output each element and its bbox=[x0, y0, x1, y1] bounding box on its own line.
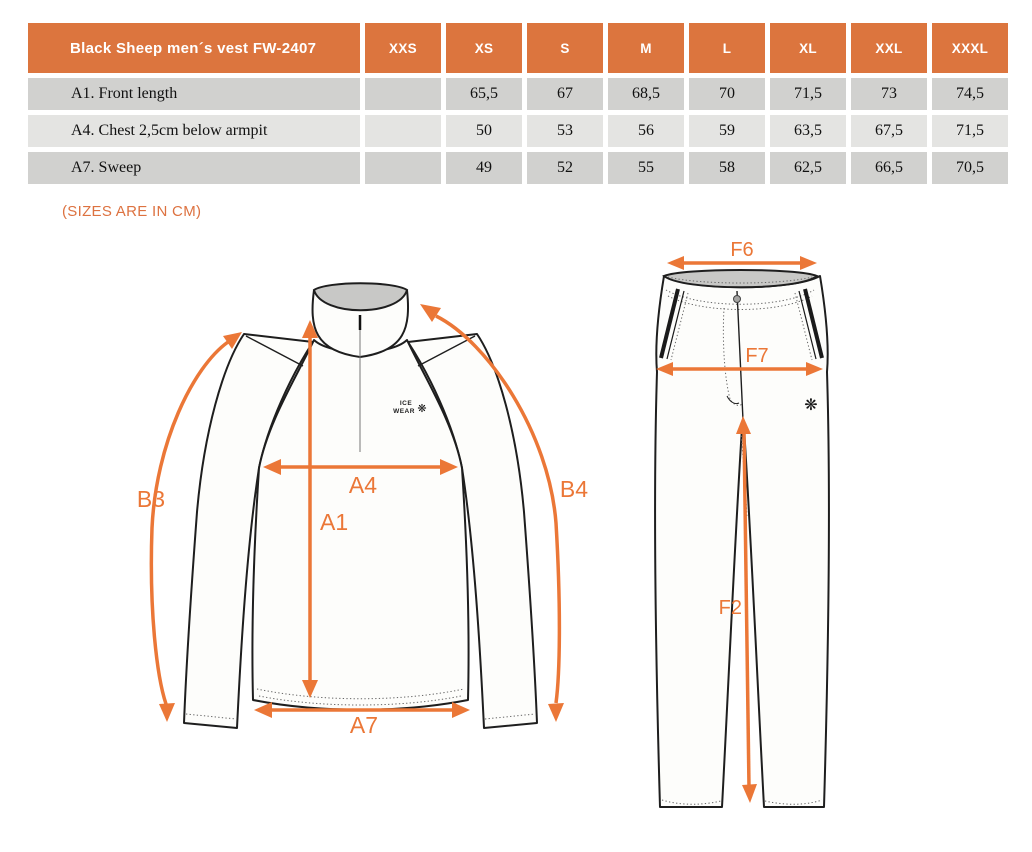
cuff-stitching-left bbox=[185, 713, 237, 720]
measurement-label-f6: F6 bbox=[730, 239, 753, 261]
fly-hook bbox=[726, 395, 740, 405]
measurement-arrow-f7 bbox=[656, 362, 823, 376]
measurement-arrow-b3 bbox=[149, 332, 242, 722]
waist-button bbox=[733, 295, 741, 303]
size-column-header-xxl: XXL bbox=[851, 23, 927, 73]
snowflake-icon: ❋ bbox=[417, 403, 426, 415]
pocket-right bbox=[794, 288, 824, 361]
size-chart-table: Black Sheep men´s vest FW-2407 XXS XS S … bbox=[28, 23, 1008, 184]
value-cell: 67,5 bbox=[851, 115, 927, 147]
value-cell: 50 bbox=[446, 115, 522, 147]
shirt-collar-inside bbox=[312, 282, 409, 312]
value-cell: 63,5 bbox=[770, 115, 846, 147]
waist-stitching bbox=[667, 276, 813, 284]
row-label-chest: A4. Chest 2,5cm below armpit bbox=[28, 115, 360, 147]
value-cell: 68,5 bbox=[608, 78, 684, 110]
svg-text:ICE: ICE bbox=[400, 400, 413, 407]
measurement-label-a4: A4 bbox=[349, 472, 377, 498]
value-cell: 70 bbox=[689, 78, 765, 110]
value-cell: 49 bbox=[446, 152, 522, 184]
sizes-unit-note: (SIZES ARE IN CM) bbox=[62, 203, 202, 220]
pants-drawing: ❋ F6 F7 F2 bbox=[654, 239, 830, 808]
measurement-label-a1: A1 bbox=[320, 509, 348, 535]
measurement-arrow-f6 bbox=[667, 256, 817, 270]
value-cell: 52 bbox=[527, 152, 603, 184]
fly-stitching bbox=[722, 307, 743, 406]
value-cell: 67 bbox=[527, 78, 603, 110]
size-column-header-l: L bbox=[689, 23, 765, 73]
value-cell bbox=[365, 152, 441, 184]
size-column-header-s: S bbox=[527, 23, 603, 73]
shirt-torso bbox=[251, 339, 470, 711]
svg-text:WEAR: WEAR bbox=[393, 408, 415, 415]
measurement-label-f7: F7 bbox=[745, 345, 768, 367]
size-column-header-xxxl: XXXL bbox=[932, 23, 1008, 73]
measurement-label-b3: B3 bbox=[137, 486, 165, 512]
pants-hem-stitching-left bbox=[661, 799, 722, 805]
value-cell: 71,5 bbox=[932, 115, 1008, 147]
pants-hem-stitching-right bbox=[764, 799, 823, 805]
value-cell: 66,5 bbox=[851, 152, 927, 184]
measurement-arrow-f2 bbox=[736, 416, 757, 803]
table-title: Black Sheep men´s vest FW-2407 bbox=[28, 23, 360, 73]
value-cell: 74,5 bbox=[932, 78, 1008, 110]
value-cell: 71,5 bbox=[770, 78, 846, 110]
shirt-shoulder-seam-left bbox=[245, 335, 304, 367]
cuff-stitching-right bbox=[484, 713, 536, 720]
snowflake-icon: ❋ bbox=[804, 397, 817, 414]
shirt-shoulder-seam-right bbox=[417, 335, 476, 367]
waistband-stitching bbox=[665, 289, 815, 305]
value-cell: 55 bbox=[608, 152, 684, 184]
measurement-label-b4: B4 bbox=[560, 476, 588, 502]
size-column-header-m: M bbox=[608, 23, 684, 73]
value-cell: 59 bbox=[689, 115, 765, 147]
value-cell: 62,5 bbox=[770, 152, 846, 184]
value-cell: 56 bbox=[608, 115, 684, 147]
value-cell: 73 bbox=[851, 78, 927, 110]
pants-waist-inside bbox=[662, 269, 819, 289]
hem-stitching bbox=[256, 688, 465, 700]
size-column-header-xl: XL bbox=[770, 23, 846, 73]
hem-stitching bbox=[258, 695, 462, 706]
row-label-front-length: A1. Front length bbox=[28, 78, 360, 110]
inseam-stitching bbox=[740, 431, 748, 519]
measurement-arrow-a4 bbox=[263, 459, 458, 475]
size-column-header-xs: XS bbox=[446, 23, 522, 73]
measurement-arrow-a1 bbox=[302, 320, 318, 698]
pants-body bbox=[654, 275, 830, 808]
value-cell bbox=[365, 115, 441, 147]
value-cell: 53 bbox=[527, 115, 603, 147]
measurement-arrow-a7 bbox=[254, 702, 470, 718]
value-cell: 58 bbox=[689, 152, 765, 184]
icewear-logo: ICE WEAR ❋ bbox=[393, 400, 427, 415]
pocket-left bbox=[659, 288, 689, 361]
value-cell: 70,5 bbox=[932, 152, 1008, 184]
value-cell bbox=[365, 78, 441, 110]
row-label-sweep: A7. Sweep bbox=[28, 152, 360, 184]
measurement-arrow-b4 bbox=[420, 304, 564, 722]
value-cell: 65,5 bbox=[446, 78, 522, 110]
shirt-drawing: ICE WEAR ❋ A4 A1 bbox=[137, 282, 588, 738]
measurement-label-f2: F2 bbox=[719, 597, 742, 619]
fly-center-seam bbox=[736, 290, 744, 421]
measurement-label-a7: A7 bbox=[350, 712, 378, 738]
size-column-header-xxs: XXS bbox=[365, 23, 441, 73]
